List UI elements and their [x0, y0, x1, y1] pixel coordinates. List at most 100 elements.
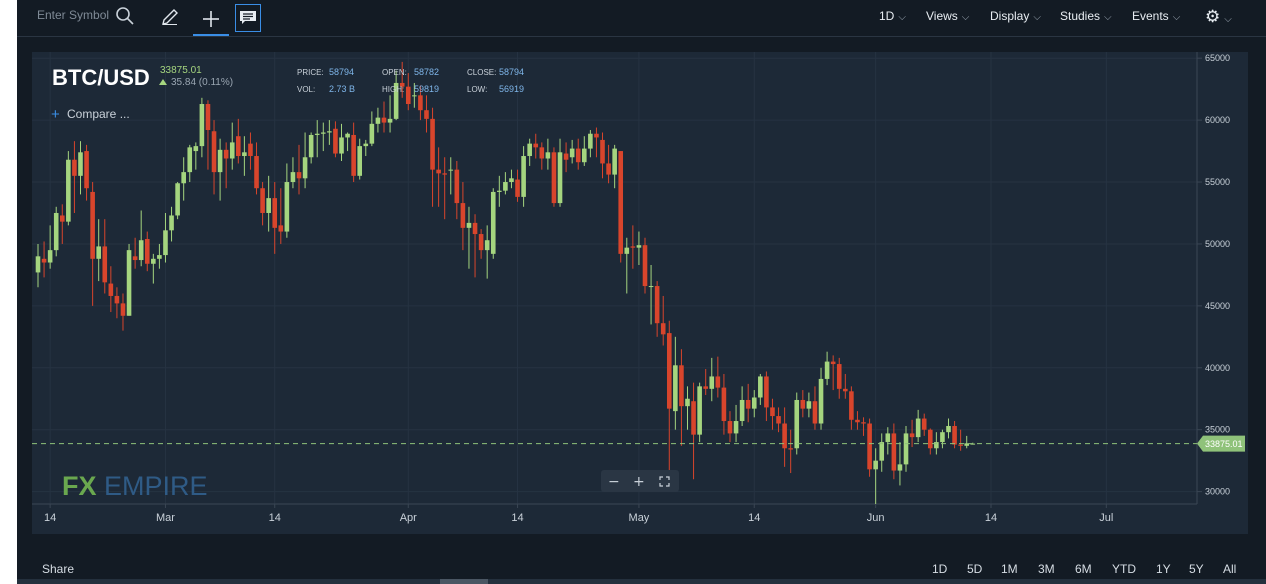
chevron-down-icon: ⌵	[1104, 12, 1112, 23]
watermark-empire: EMPIRE	[104, 471, 208, 501]
candle-body	[345, 133, 350, 138]
candle-body	[47, 250, 53, 263]
candle-body	[527, 143, 532, 157]
candle-body	[721, 387, 727, 422]
chart-panel[interactable]: 30000 35000 40000 45000 50000 55000 60000 65000…	[32, 52, 1248, 534]
draw-pencil-icon[interactable]	[157, 4, 183, 30]
candle-body	[35, 256, 41, 273]
comment-icon[interactable]	[235, 4, 261, 32]
candle-body	[490, 191, 496, 254]
fullscreen-icon[interactable]	[659, 476, 670, 487]
x-tick-label: 14	[511, 512, 523, 524]
candle-body	[660, 323, 666, 335]
candlestick-chart[interactable]: 30000 35000 40000 45000 50000 55000 60000 65000…	[32, 52, 1248, 534]
candle-body	[642, 245, 648, 287]
candle-body	[915, 418, 921, 438]
page-edge	[0, 0, 17, 584]
candle-body	[630, 246, 636, 248]
candle-body	[909, 433, 915, 438]
low-stat-value: 56919	[499, 84, 524, 94]
range-1d[interactable]: 1D	[932, 562, 948, 576]
symbol-search-input[interactable]: Enter Symbol	[37, 8, 110, 22]
candle-body	[636, 245, 642, 248]
candle-body	[181, 172, 186, 184]
candle-body	[715, 376, 721, 388]
candle-body	[575, 148, 581, 163]
candle-body	[921, 418, 927, 430]
candle-body	[849, 391, 854, 420]
candle-body	[758, 376, 763, 398]
candle-body	[120, 303, 126, 316]
candle-body	[964, 443, 970, 446]
candle-body	[418, 95, 423, 111]
candle-body	[151, 258, 156, 264]
candle-body	[399, 82, 405, 87]
candle-body	[582, 148, 587, 163]
candle-body	[533, 143, 539, 148]
candle-body	[84, 151, 89, 189]
candle-body	[260, 188, 265, 213]
candle-body	[952, 425, 957, 445]
price-axis: 30000 35000 40000 45000 50000 55000 60000 65000	[1196, 52, 1230, 504]
candle-body	[739, 399, 745, 422]
candle-body	[794, 399, 800, 449]
current-price-line: 33875.01	[32, 435, 1245, 452]
price-stat-label: PRICE:	[297, 68, 324, 77]
price-change: 35.84 (0.11%)	[171, 77, 233, 88]
y-tick-label: 65000	[1205, 53, 1230, 63]
search-icon[interactable]	[115, 6, 135, 26]
candle-body	[381, 117, 387, 123]
crosshair-plus-icon[interactable]	[193, 4, 229, 36]
candle-body	[138, 240, 144, 261]
share-button[interactable]: Share	[42, 562, 75, 576]
zoom-in-icon[interactable]: +	[633, 474, 645, 490]
y-tick-label: 40000	[1205, 363, 1230, 373]
candle-body	[278, 225, 284, 232]
candle-body	[436, 169, 441, 174]
compare-button[interactable]: + Compare ...	[51, 106, 130, 123]
y-tick-label: 30000	[1205, 487, 1230, 497]
candle-body	[53, 212, 59, 251]
open-stat-value: 58782	[414, 67, 439, 77]
candle-body	[806, 401, 812, 409]
settings-menu[interactable]: ⚙ ⌵	[1205, 7, 1232, 27]
range-1m[interactable]: 1M	[1001, 562, 1018, 576]
candle-body	[405, 86, 411, 105]
range-3m[interactable]: 3M	[1038, 562, 1055, 576]
candle-body	[187, 147, 193, 173]
range-1y[interactable]: 1Y	[1156, 562, 1171, 576]
gear-icon: ⚙	[1205, 7, 1221, 26]
menu-studies[interactable]: Studies ⌵	[1060, 9, 1112, 23]
candle-body	[242, 152, 247, 157]
candle-body	[132, 256, 138, 261]
candle-body	[624, 247, 630, 254]
candle-body	[290, 172, 296, 183]
candle-body	[521, 156, 526, 197]
candle-body	[709, 376, 715, 389]
range-5d[interactable]: 5D	[967, 562, 983, 576]
range-all[interactable]: All	[1223, 562, 1237, 576]
price-stat-value: 58794	[329, 67, 354, 77]
candle-body	[861, 422, 866, 424]
candle-body	[430, 118, 435, 170]
menu-display[interactable]: Display ⌵	[990, 9, 1041, 23]
menu-interval[interactable]: 1D ⌵	[879, 9, 906, 23]
candle-body	[175, 183, 180, 216]
range-6m[interactable]: 6M	[1075, 562, 1092, 576]
vol-stat-value: 2.73 B	[329, 84, 355, 94]
candle-body	[211, 131, 217, 173]
candle-body	[314, 133, 320, 135]
candle-body	[940, 432, 945, 443]
candle-body	[873, 460, 878, 470]
range-ytd[interactable]: YTD	[1112, 562, 1136, 576]
menu-views[interactable]: Views ⌵	[926, 9, 970, 23]
candle-body	[934, 442, 939, 449]
scrollbar-thumb[interactable]	[440, 579, 488, 584]
candle-body	[223, 149, 229, 159]
candle-body	[569, 148, 575, 158]
range-5y[interactable]: 5Y	[1189, 562, 1204, 576]
candle-body	[466, 222, 472, 228]
scrollbar-track[interactable]	[17, 579, 1266, 584]
zoom-out-icon[interactable]: −	[608, 474, 620, 490]
menu-events[interactable]: Events ⌵	[1132, 9, 1181, 23]
